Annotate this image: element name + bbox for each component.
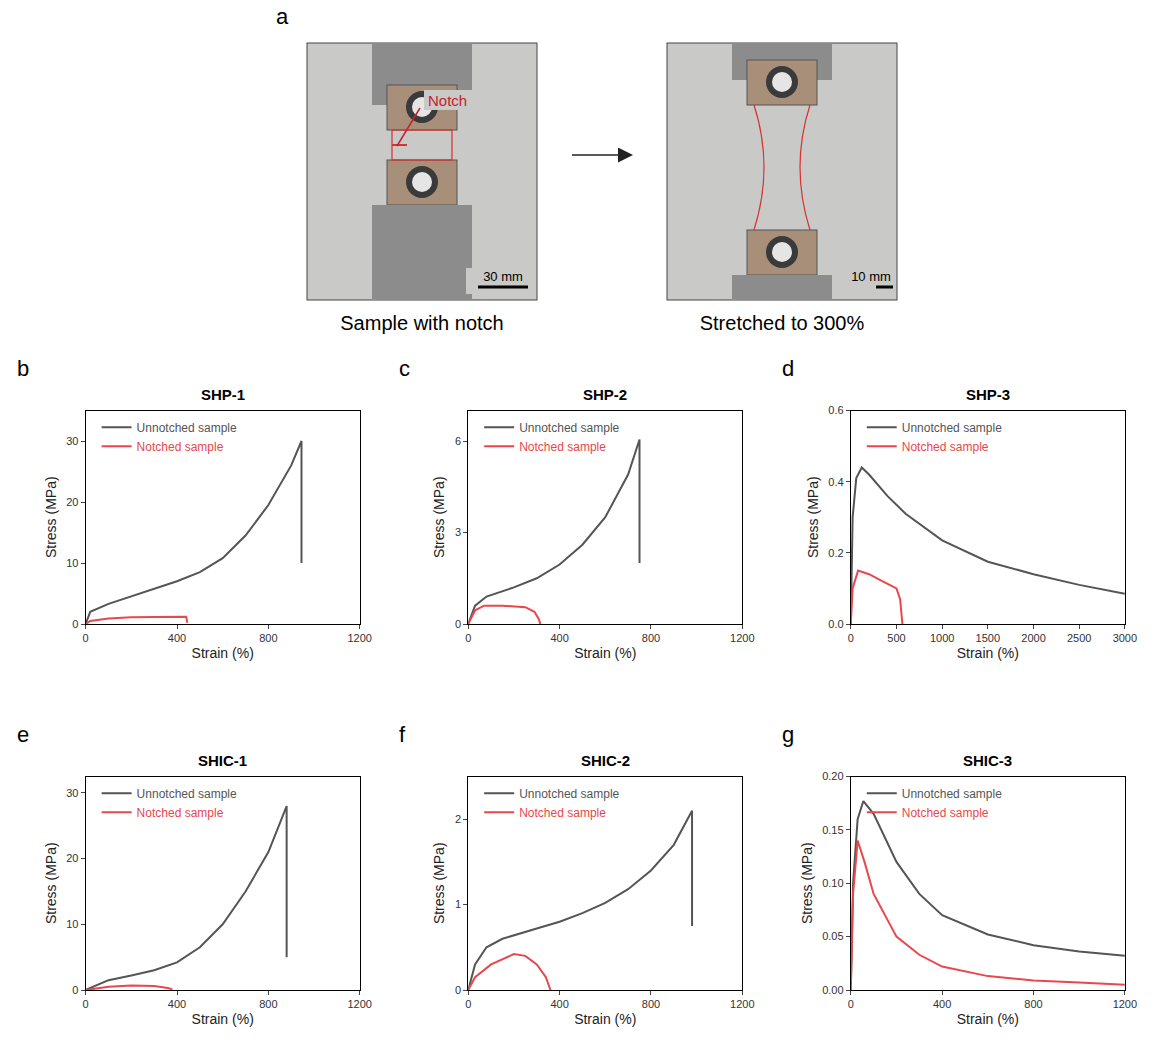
svg-text:1200: 1200	[730, 998, 754, 1010]
svg-text:0: 0	[83, 998, 89, 1010]
svg-text:0.10: 0.10	[822, 877, 843, 889]
svg-text:Unnotched sample: Unnotched sample	[902, 421, 1002, 435]
svg-text:0: 0	[465, 632, 471, 644]
svg-text:Unnotched sample: Unnotched sample	[137, 787, 237, 801]
svg-text:3000: 3000	[1113, 632, 1137, 644]
svg-text:Unnotched sample: Unnotched sample	[137, 421, 237, 435]
svg-text:800: 800	[642, 998, 660, 1010]
svg-text:Stress (MPa): Stress (MPa)	[431, 476, 447, 558]
svg-text:400: 400	[168, 632, 186, 644]
svg-text:800: 800	[642, 632, 660, 644]
svg-text:0: 0	[848, 632, 854, 644]
svg-text:0.6: 0.6	[828, 404, 843, 416]
svg-text:SHP-2: SHP-2	[583, 386, 627, 403]
svg-text:Notched sample: Notched sample	[902, 806, 989, 820]
svg-text:d: d	[782, 356, 794, 381]
svg-text:3: 3	[455, 526, 461, 538]
svg-text:SHIC-3: SHIC-3	[963, 752, 1012, 769]
svg-text:Unnotched sample: Unnotched sample	[519, 421, 619, 435]
svg-text:SHIC-1: SHIC-1	[198, 752, 247, 769]
svg-text:0: 0	[455, 618, 461, 630]
svg-text:0.4: 0.4	[828, 476, 843, 488]
svg-text:SHP-3: SHP-3	[966, 386, 1010, 403]
svg-text:Strain (%): Strain (%)	[957, 645, 1019, 661]
svg-text:30: 30	[66, 435, 78, 447]
svg-text:0.20: 0.20	[822, 770, 843, 782]
svg-text:800: 800	[259, 632, 277, 644]
svg-text:1200: 1200	[730, 632, 754, 644]
svg-text:Strain (%): Strain (%)	[192, 645, 254, 661]
svg-text:0.05: 0.05	[822, 930, 843, 942]
svg-text:1500: 1500	[976, 632, 1000, 644]
svg-text:0.00: 0.00	[822, 984, 843, 996]
svg-text:e: e	[17, 722, 29, 747]
svg-text:1000: 1000	[930, 632, 954, 644]
svg-text:2500: 2500	[1067, 632, 1091, 644]
svg-text:6: 6	[455, 435, 461, 447]
svg-text:0.2: 0.2	[828, 547, 843, 559]
svg-text:g: g	[782, 722, 794, 747]
svg-text:0: 0	[72, 618, 78, 630]
svg-text:b: b	[17, 356, 29, 381]
svg-text:Stress (MPa): Stress (MPa)	[799, 842, 815, 924]
svg-text:a: a	[276, 4, 289, 29]
svg-text:Notched sample: Notched sample	[137, 440, 224, 454]
svg-text:SHP-1: SHP-1	[201, 386, 245, 403]
svg-text:10: 10	[66, 918, 78, 930]
svg-text:0: 0	[848, 998, 854, 1010]
svg-text:1200: 1200	[347, 998, 371, 1010]
svg-text:400: 400	[550, 998, 568, 1010]
svg-text:Unnotched sample: Unnotched sample	[519, 787, 619, 801]
svg-text:20: 20	[66, 852, 78, 864]
svg-text:0: 0	[465, 998, 471, 1010]
svg-text:800: 800	[1024, 998, 1042, 1010]
svg-text:2000: 2000	[1021, 632, 1045, 644]
svg-text:30 mm: 30 mm	[483, 269, 523, 284]
svg-text:500: 500	[887, 632, 905, 644]
svg-text:Stress (MPa): Stress (MPa)	[43, 476, 59, 558]
svg-text:Strain (%): Strain (%)	[957, 1011, 1019, 1027]
svg-text:2: 2	[455, 813, 461, 825]
svg-text:c: c	[399, 356, 410, 381]
svg-text:400: 400	[550, 632, 568, 644]
svg-text:Stretched to 300%: Stretched to 300%	[700, 312, 865, 334]
svg-text:f: f	[399, 722, 406, 747]
svg-text:SHIC-2: SHIC-2	[581, 752, 630, 769]
svg-text:400: 400	[933, 998, 951, 1010]
svg-text:Notched sample: Notched sample	[902, 440, 989, 454]
svg-text:0: 0	[455, 984, 461, 996]
svg-text:Stress (MPa): Stress (MPa)	[431, 842, 447, 924]
svg-text:800: 800	[259, 998, 277, 1010]
svg-text:10 mm: 10 mm	[851, 269, 891, 284]
svg-text:Strain (%): Strain (%)	[574, 1011, 636, 1027]
svg-text:Notched sample: Notched sample	[137, 806, 224, 820]
svg-text:Stress (MPa): Stress (MPa)	[43, 842, 59, 924]
svg-text:0: 0	[72, 984, 78, 996]
svg-text:Notch: Notch	[428, 92, 467, 109]
svg-text:Strain (%): Strain (%)	[574, 645, 636, 661]
svg-text:Notched sample: Notched sample	[519, 440, 606, 454]
svg-text:Notched sample: Notched sample	[519, 806, 606, 820]
svg-text:10: 10	[66, 557, 78, 569]
svg-text:1: 1	[455, 898, 461, 910]
svg-text:Sample with notch: Sample with notch	[340, 312, 503, 334]
svg-text:20: 20	[66, 496, 78, 508]
svg-text:1200: 1200	[1113, 998, 1137, 1010]
svg-text:400: 400	[168, 998, 186, 1010]
svg-text:Strain (%): Strain (%)	[192, 1011, 254, 1027]
svg-text:Unnotched sample: Unnotched sample	[902, 787, 1002, 801]
svg-text:0.0: 0.0	[828, 618, 843, 630]
svg-text:0.15: 0.15	[822, 824, 843, 836]
svg-text:0: 0	[83, 632, 89, 644]
svg-text:Stress (MPa): Stress (MPa)	[805, 476, 821, 558]
svg-text:1200: 1200	[347, 632, 371, 644]
svg-text:30: 30	[66, 787, 78, 799]
